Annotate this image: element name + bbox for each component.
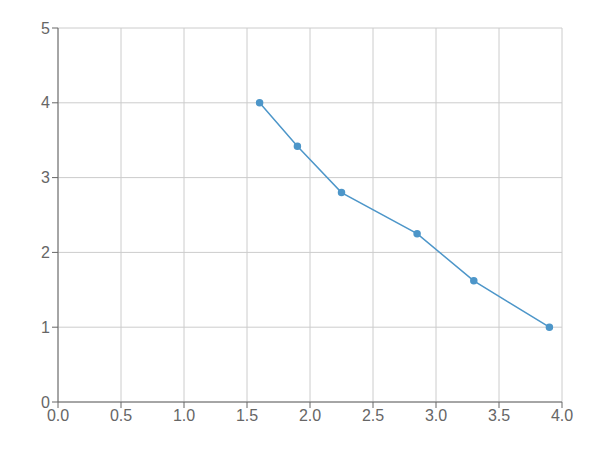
- svg-text:1.0: 1.0: [173, 407, 195, 424]
- svg-text:1.5: 1.5: [236, 407, 258, 424]
- svg-text:2.0: 2.0: [299, 407, 321, 424]
- svg-text:2.5: 2.5: [362, 407, 384, 424]
- svg-text:4.0: 4.0: [551, 407, 573, 424]
- svg-text:2: 2: [41, 244, 50, 261]
- svg-text:1: 1: [41, 319, 50, 336]
- svg-text:0.5: 0.5: [110, 407, 132, 424]
- svg-text:0.0: 0.0: [47, 407, 69, 424]
- svg-text:3.0: 3.0: [425, 407, 447, 424]
- svg-text:0: 0: [41, 394, 50, 411]
- svg-text:3: 3: [41, 169, 50, 186]
- svg-text:4: 4: [41, 94, 50, 111]
- svg-text:5: 5: [41, 20, 50, 37]
- svg-text:3.5: 3.5: [488, 407, 510, 424]
